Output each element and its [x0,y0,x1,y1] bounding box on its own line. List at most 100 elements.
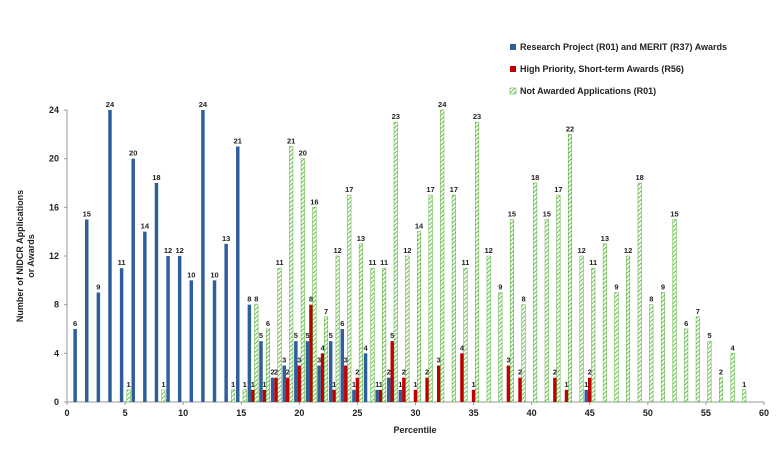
x-tick-label: 60 [759,408,769,418]
data-label: 8 [521,295,525,304]
data-label: 24 [438,100,447,109]
bar [695,316,700,403]
bar [143,231,147,402]
data-label: 2 [719,368,723,377]
bar [131,158,135,402]
data-label: 15 [670,210,678,219]
data-label: 3 [506,356,510,365]
bar [637,182,642,403]
data-label: 2 [286,368,290,377]
data-label: 14 [141,222,150,231]
data-label: 12 [176,246,184,255]
data-label: 1 [471,380,475,389]
data-label: 11 [589,258,597,267]
x-tick-label: 40 [527,408,537,418]
data-label: 3 [344,356,348,365]
bar [344,365,348,402]
data-label: 6 [340,319,344,328]
bar [355,377,360,402]
data-label: 11 [461,258,469,267]
bar [358,243,363,403]
bar [297,365,302,402]
data-label: 1 [375,380,379,389]
bar [236,146,240,402]
data-label: 8 [254,295,258,304]
data-label: 5 [707,331,711,340]
data-label: 4 [460,343,465,352]
bar [274,377,278,402]
bar [518,377,522,402]
bar [166,256,170,402]
data-label: 1 [231,380,235,389]
bar [393,121,398,403]
bar [719,377,724,403]
bar [660,292,665,403]
data-label: 2 [588,368,592,377]
data-label: 12 [485,246,493,255]
bar [224,243,228,402]
bar [282,365,286,402]
data-label: 20 [129,149,137,158]
bar [428,194,433,403]
bar [533,182,538,403]
bar [413,389,418,402]
data-label: 15 [508,210,516,219]
bar [85,219,89,402]
bar [285,377,290,402]
bar [126,389,131,403]
data-label: 13 [357,234,365,243]
bar [73,329,77,402]
y-tick-label: 12 [49,251,59,261]
data-label: 6 [266,319,270,328]
data-label: 8 [247,295,251,304]
data-label: 5 [294,331,298,340]
data-label: 4 [363,343,368,352]
data-label: 1 [262,380,266,389]
bar [451,194,456,403]
data-label: 23 [392,112,400,121]
bar [398,389,403,402]
data-label: 10 [187,270,195,279]
bar [486,255,491,403]
legend-label: Not Awarded Applications (R01) [520,86,656,96]
bar [402,377,406,402]
bar [309,304,313,402]
x-tick-label: 25 [352,408,362,418]
bar [602,243,607,403]
bar [471,389,476,402]
bar [382,267,387,403]
data-label: 15 [543,210,551,219]
bar [672,219,677,403]
x-tick-label: 30 [410,408,420,418]
data-label: 8 [309,295,313,304]
bar [317,365,321,402]
data-label: 1 [352,380,356,389]
bar [335,255,340,403]
bar [730,353,735,403]
bar [375,389,379,402]
bar [96,292,101,402]
bar [212,280,217,402]
legend-label: Research Project (R01) and MERIT (R37) A… [520,42,727,52]
data-label: 6 [73,319,77,328]
bar [370,267,375,403]
bar [378,389,383,402]
bar [521,304,526,403]
bar [201,110,205,402]
data-label: 21 [234,137,242,146]
data-label: 12 [164,246,172,255]
bar [363,353,368,402]
data-label: 7 [324,307,328,316]
data-label: 5 [329,331,333,340]
bar [584,389,589,402]
x-axis-title: Percentile [393,425,436,435]
y-tick-label: 16 [49,202,59,212]
data-label: 9 [614,283,618,292]
x-tick-label: 50 [643,408,653,418]
bar [544,219,549,403]
legend-swatch [510,44,516,50]
bar [312,207,317,403]
bar [294,341,298,402]
